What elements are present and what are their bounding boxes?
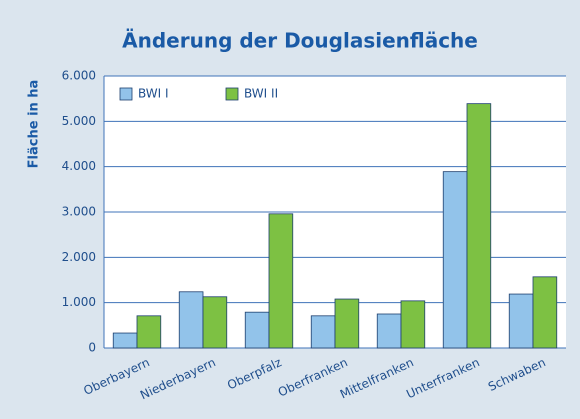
y-tick-label: 5.000: [62, 114, 96, 128]
bar: [466, 103, 492, 349]
bar: [244, 311, 270, 349]
x-tick-label: Oberfranken: [276, 355, 350, 399]
x-tick-label: Unterfranken: [404, 355, 482, 401]
bar: [178, 291, 204, 349]
x-tick-label: Niederbayern: [138, 355, 218, 402]
bar: [136, 315, 162, 349]
bar: [508, 293, 534, 349]
y-tick-label: 3.000: [62, 205, 96, 219]
bar: [310, 315, 336, 349]
bar: [268, 213, 294, 349]
bar: [112, 332, 138, 349]
y-tick-label: 6.000: [62, 69, 96, 83]
bar: [376, 313, 402, 349]
legend-label: BWI I: [138, 87, 169, 101]
legend-swatch: [119, 87, 133, 101]
legend-label: BWI II: [244, 87, 278, 101]
legend-swatch: [225, 87, 239, 101]
bar: [202, 296, 228, 349]
bar: [532, 276, 558, 349]
y-tick-label: 4.000: [62, 159, 96, 173]
bar: [442, 171, 468, 349]
y-tick-label: 0: [88, 341, 96, 355]
x-tick-label: Mittelfranken: [338, 355, 416, 401]
bar: [400, 300, 426, 349]
bar: [334, 298, 360, 349]
y-tick-label: 1.000: [62, 295, 96, 309]
y-tick-label: 2.000: [62, 250, 96, 264]
x-tick-label: Schwaben: [486, 355, 548, 394]
y-axis-label: Fläche in ha: [27, 80, 42, 169]
chart-title: Änderung der Douglasienfläche: [122, 29, 478, 53]
